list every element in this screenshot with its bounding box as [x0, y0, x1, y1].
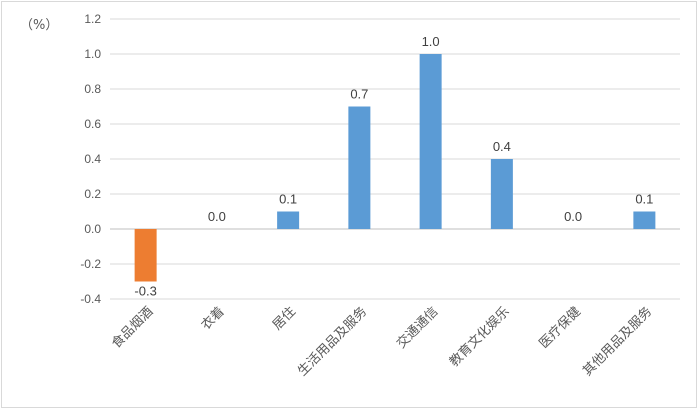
data-labels: -0.3 0.0 0.1 0.7 1.0 0.4 0.0 0.1	[134, 34, 653, 299]
unit-label: （%）	[20, 18, 58, 33]
x-tick-label: 居住	[270, 304, 299, 333]
y-tick-label: 0.2	[84, 187, 101, 201]
x-tick-label: 衣着	[198, 304, 228, 334]
data-label: -0.3	[134, 284, 156, 299]
data-label: 0.7	[350, 87, 368, 102]
y-tick-label: 0.4	[84, 152, 101, 166]
x-tick-label: 食品烟酒	[108, 304, 156, 352]
data-label: 1.0	[422, 34, 440, 49]
x-tick-label: 教育文化娱乐	[446, 304, 512, 370]
bar	[419, 54, 442, 229]
y-tick-label: 0.0	[84, 222, 101, 236]
bar	[134, 229, 157, 282]
x-tick-label: 其他用品及服务	[580, 304, 656, 380]
data-label: 0.0	[564, 209, 582, 224]
y-tick-label: 1.0	[84, 47, 101, 61]
bar	[277, 211, 300, 229]
y-tick-label: 0.6	[84, 117, 101, 131]
gridlines	[110, 18, 680, 300]
data-label: 0.4	[493, 139, 511, 154]
x-tick-label: 交通通信	[393, 304, 441, 352]
data-label: 0.1	[635, 192, 653, 207]
data-label: 0.0	[208, 209, 226, 224]
x-tick-label: 生活用品及服务	[295, 304, 371, 380]
bar	[633, 211, 656, 229]
bar	[348, 106, 371, 229]
y-tick-label: 0.8	[84, 82, 101, 96]
y-axis: 1.2 1.0 0.8 0.6 0.4 0.2 0.0 -0.2 -0.4	[80, 12, 101, 306]
y-tick-label: -0.2	[80, 257, 101, 271]
y-tick-label: -0.4	[80, 292, 101, 306]
data-label: 0.1	[279, 192, 297, 207]
y-tick-label: 1.2	[84, 12, 101, 26]
bar	[490, 159, 513, 229]
x-tick-label: 医疗保健	[537, 304, 584, 351]
bars	[134, 54, 656, 282]
